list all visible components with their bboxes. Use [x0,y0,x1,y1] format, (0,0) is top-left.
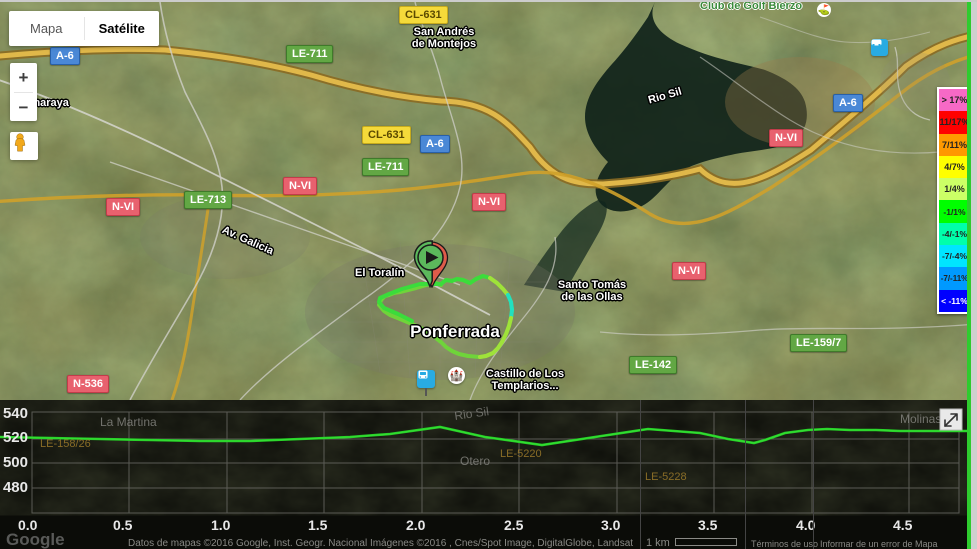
svg-text:La Martina: La Martina [100,415,157,429]
svg-text:LE-158/26: LE-158/26 [40,438,91,450]
svg-text:LE-5228: LE-5228 [645,471,687,483]
svg-text:LE-5220: LE-5220 [500,448,542,460]
svg-text:Otero: Otero [460,454,490,468]
